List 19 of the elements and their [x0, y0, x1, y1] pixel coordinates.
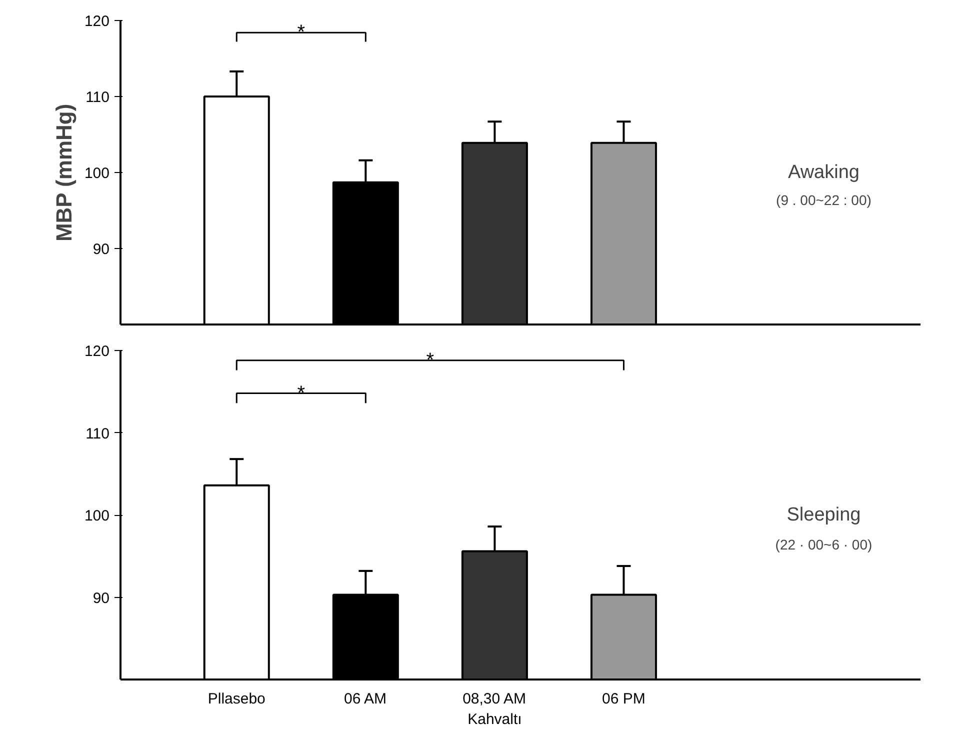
y-tick-label: 90: [92, 590, 110, 607]
text: (9 . 00~22 : 00): [776, 192, 872, 208]
annotation: *: [297, 22, 306, 44]
x-tick-label: 08,30 AM Kahvaltı: [462, 690, 526, 728]
y-tick-label: 110: [86, 425, 110, 442]
annotation: *: [297, 382, 306, 404]
y-tick-label: 120: [84, 13, 110, 30]
y-tick-label: 100: [84, 165, 110, 182]
y-tick-label: 90: [92, 241, 110, 258]
x-tick-label: Pllasebo: [208, 690, 266, 708]
x-tick-label: 06 AM: [344, 690, 387, 708]
x-tick-label: 06 PM: [602, 690, 646, 708]
y-tick-label: 120: [84, 343, 110, 360]
text: Sleeping: [786, 504, 861, 526]
text: Awaking: [788, 162, 860, 183]
y-tick-label: 110: [86, 89, 110, 106]
text: (22 · 00~6 · 00): [775, 536, 872, 553]
y-tick-label: 100: [84, 508, 110, 524]
y-axis-title: MBP (mmHg): [51, 104, 76, 242]
